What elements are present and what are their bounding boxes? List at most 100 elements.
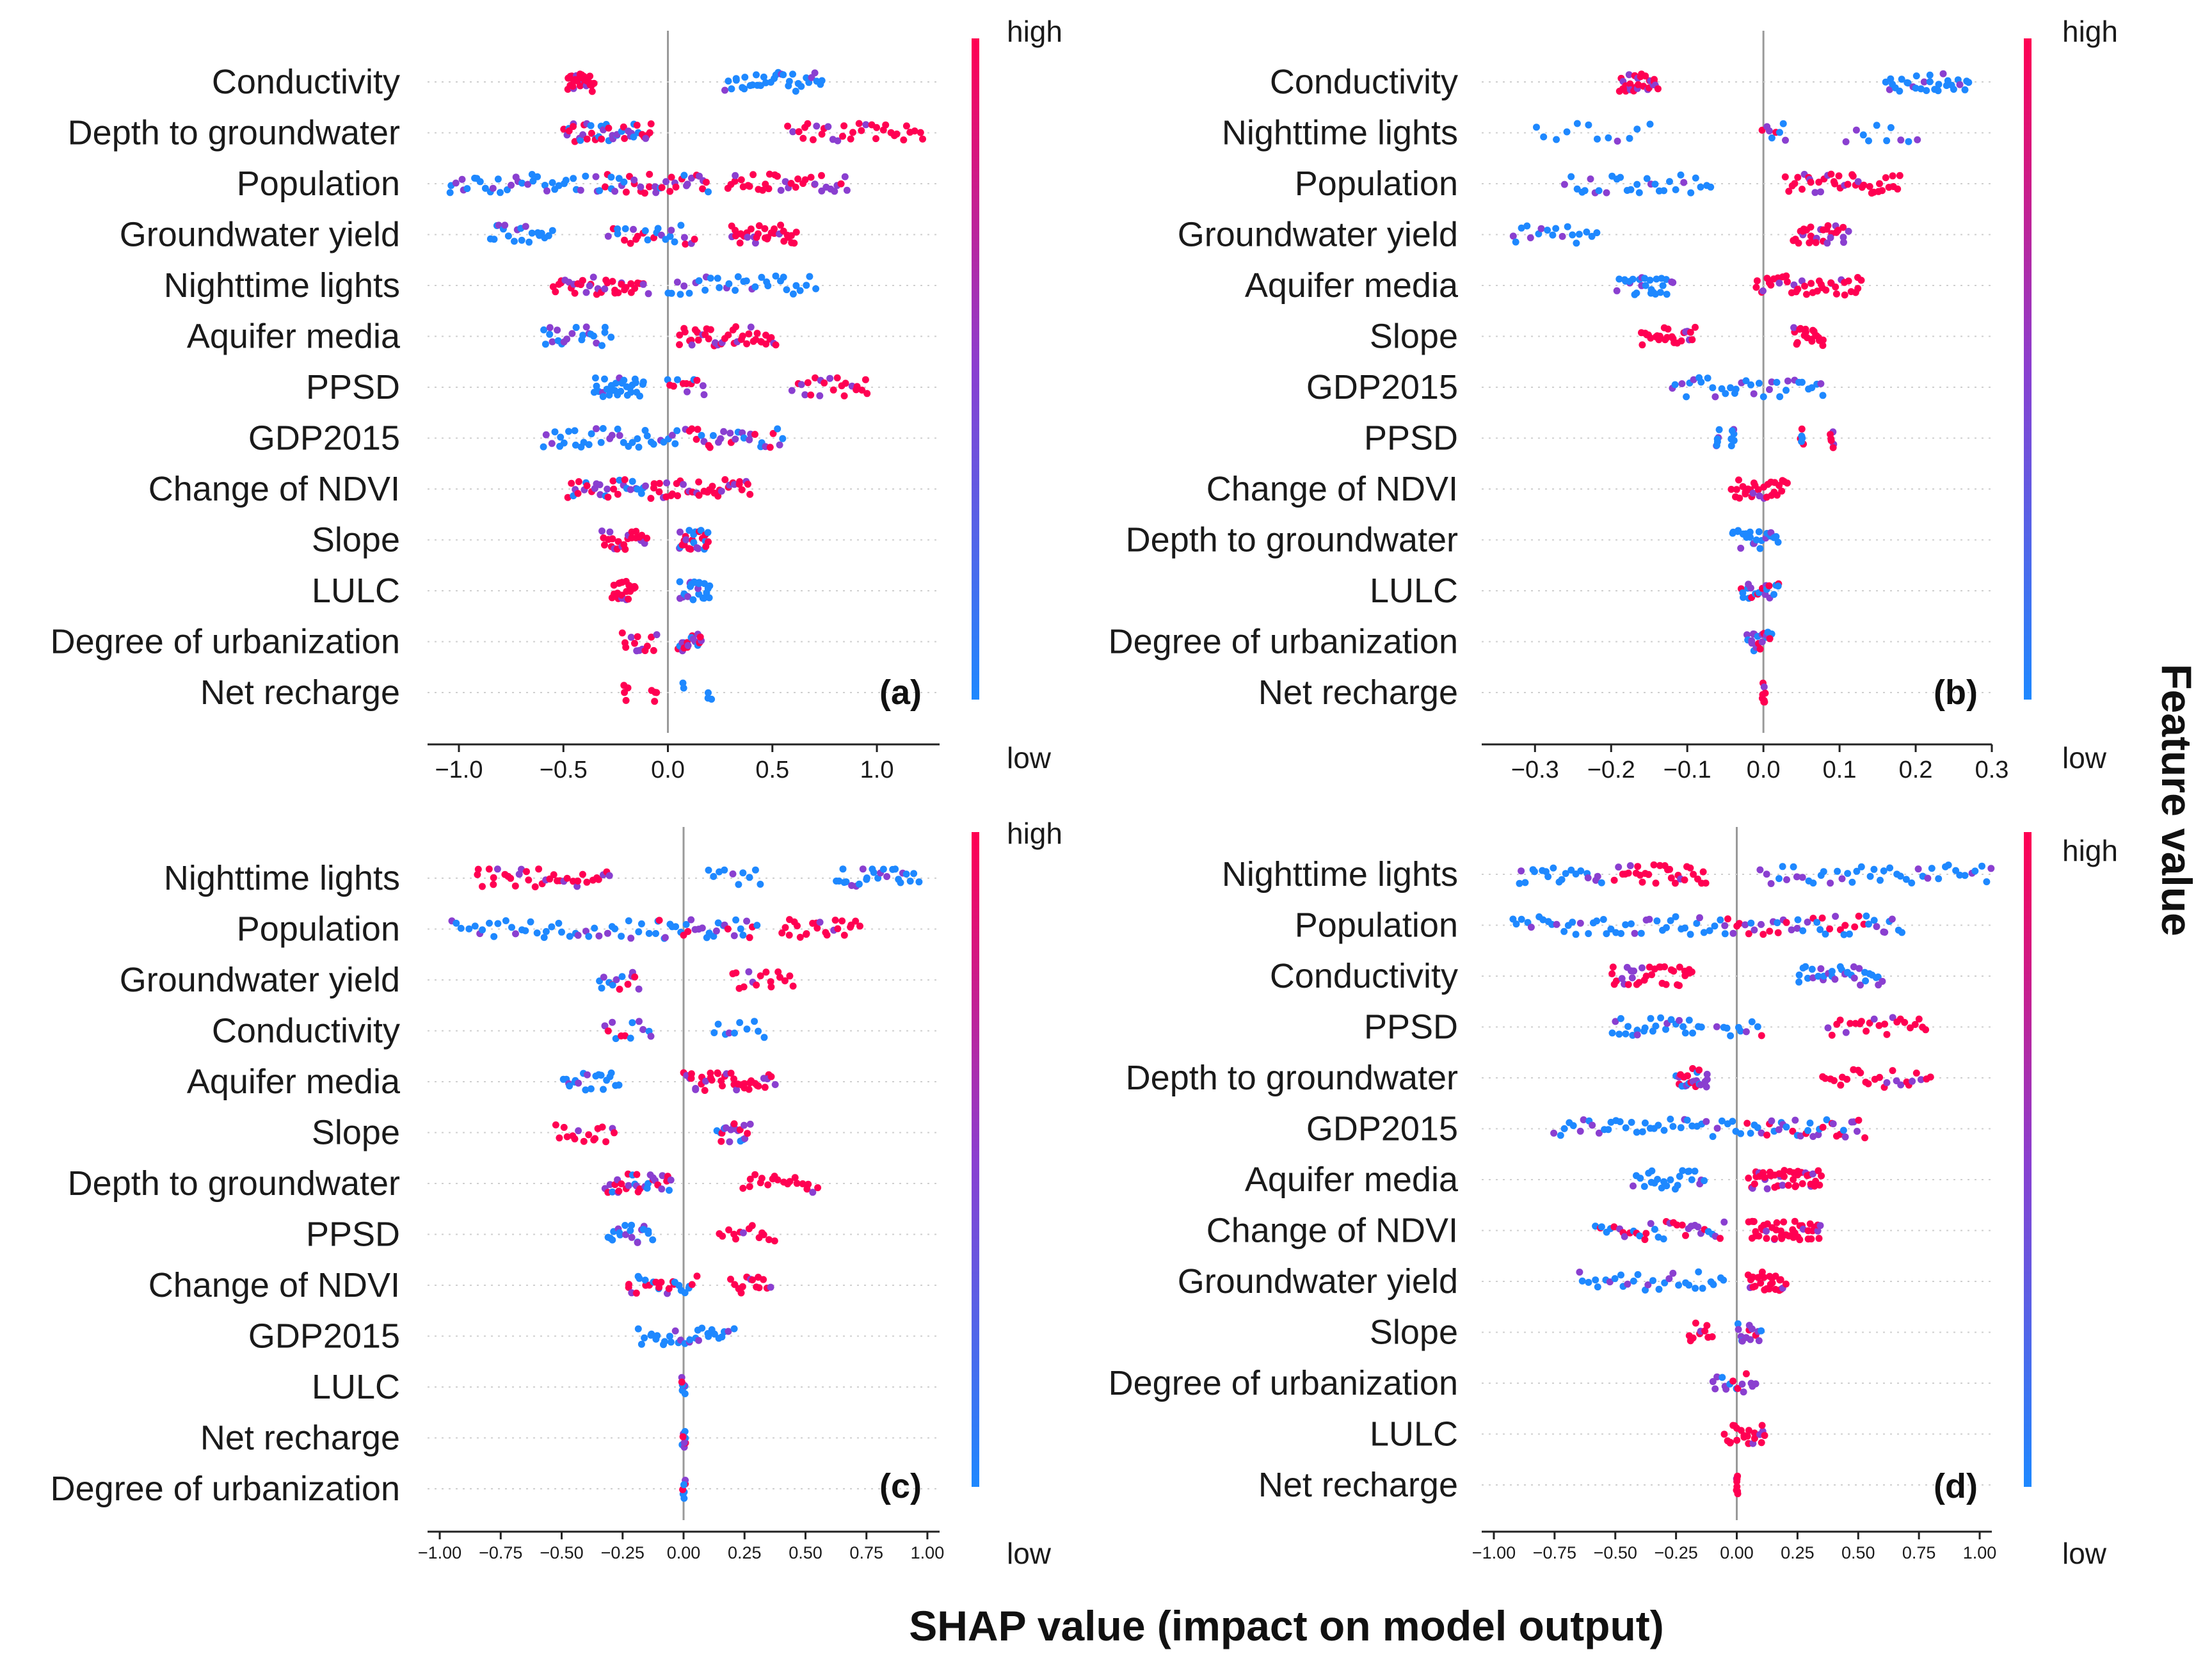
shap-point — [601, 285, 609, 293]
point-cluster — [604, 221, 698, 248]
shap-point — [1720, 1431, 1728, 1438]
shap-point — [1799, 874, 1806, 881]
feature-label: PPSD — [1364, 419, 1458, 458]
shap-point — [1799, 186, 1806, 193]
shap-point — [1832, 913, 1839, 920]
feature-label: Depth to groundwater — [68, 1164, 400, 1203]
shap-point — [749, 171, 757, 179]
shap-point — [1819, 342, 1827, 349]
shap-point — [1750, 390, 1758, 397]
shap-point — [870, 869, 878, 876]
shap-point — [1614, 138, 1621, 145]
shap-point — [563, 1133, 571, 1141]
x-tick-label: −0.75 — [479, 1543, 522, 1562]
shap-point — [625, 917, 632, 925]
shap-point — [617, 387, 625, 395]
point-cluster — [1533, 120, 1654, 145]
shap-point — [1896, 87, 1903, 95]
shap-point — [479, 883, 486, 890]
point-cluster — [1509, 913, 1729, 938]
shap-point — [1870, 1015, 1878, 1023]
shap-point — [1587, 175, 1594, 183]
shap-point — [597, 1071, 605, 1079]
shap-point — [883, 873, 891, 880]
shap-point — [1827, 279, 1835, 287]
shap-point — [1639, 878, 1646, 886]
shap-point — [1699, 868, 1707, 876]
shap-point — [593, 339, 600, 347]
shap-point — [680, 282, 688, 290]
shap-point — [1665, 1275, 1673, 1283]
shap-point — [858, 127, 865, 134]
shap-point — [609, 477, 617, 485]
shap-point — [730, 481, 738, 488]
shap-point — [1939, 70, 1947, 77]
shap-point — [1765, 582, 1773, 589]
shap-point — [1727, 384, 1735, 392]
shap-point — [823, 931, 831, 939]
shap-point — [1778, 487, 1786, 495]
shap-point — [504, 232, 512, 240]
shap-point — [1626, 862, 1634, 869]
feature-label: PPSD — [1364, 1008, 1458, 1047]
shap-point — [839, 132, 846, 140]
x-tick-label: −0.3 — [1511, 757, 1559, 783]
shap-point — [1652, 1022, 1660, 1030]
shap-point — [1654, 85, 1662, 93]
shap-point — [641, 1334, 648, 1342]
point-cluster — [1709, 1370, 1759, 1396]
shap-point — [882, 121, 890, 129]
shap-point — [1743, 1432, 1751, 1440]
shap-point — [1692, 1285, 1699, 1292]
shap-point — [1697, 378, 1705, 386]
shap-point — [1768, 1117, 1775, 1125]
shap-point — [612, 380, 620, 387]
shap-point — [1815, 972, 1822, 980]
shap-point — [1898, 929, 1905, 936]
shap-point — [1605, 1126, 1612, 1134]
shap-point — [593, 425, 600, 433]
shap-point — [1589, 1121, 1596, 1129]
point-cluster — [596, 968, 643, 993]
shap-point — [490, 874, 497, 881]
shap-point — [1639, 964, 1646, 972]
shap-point — [897, 879, 904, 886]
shap-point — [1598, 879, 1605, 886]
shap-point — [1647, 334, 1655, 342]
shap-point — [605, 872, 613, 879]
shap-point — [1857, 863, 1865, 870]
point-cluster — [728, 221, 800, 247]
shap-point — [1908, 879, 1916, 886]
shap-point — [598, 1123, 606, 1131]
point-cluster — [705, 866, 764, 888]
shap-point — [1901, 1018, 1909, 1026]
shap-point — [1635, 979, 1643, 986]
shap-point — [1573, 239, 1580, 247]
shap-point — [1755, 1232, 1763, 1240]
shap-point — [1683, 1116, 1691, 1124]
shap-point — [911, 127, 918, 135]
shap-point — [1678, 1221, 1686, 1229]
panel-letter: (c) — [879, 1467, 922, 1505]
shap-point — [701, 286, 709, 294]
shap-point — [712, 927, 720, 934]
shap-point — [741, 85, 748, 93]
colorbar-low-label: low — [2062, 741, 2107, 774]
shap-point — [668, 289, 675, 297]
shap-point — [1708, 1333, 1716, 1340]
shap-point — [1768, 378, 1775, 386]
feature-label: Aquifer media — [187, 317, 401, 356]
shap-point — [1842, 138, 1850, 145]
shap-point — [549, 338, 556, 346]
shap-point — [1696, 914, 1703, 922]
shap-point — [1829, 444, 1837, 451]
shap-point — [789, 290, 797, 298]
shap-point — [1661, 1279, 1669, 1287]
shap-point — [600, 1086, 607, 1093]
shap-point — [740, 983, 748, 991]
shap-point — [1784, 1182, 1792, 1189]
shap-point — [1651, 76, 1658, 83]
point-cluster — [446, 171, 589, 196]
shap-point — [1672, 913, 1679, 920]
shap-point — [1765, 127, 1773, 134]
